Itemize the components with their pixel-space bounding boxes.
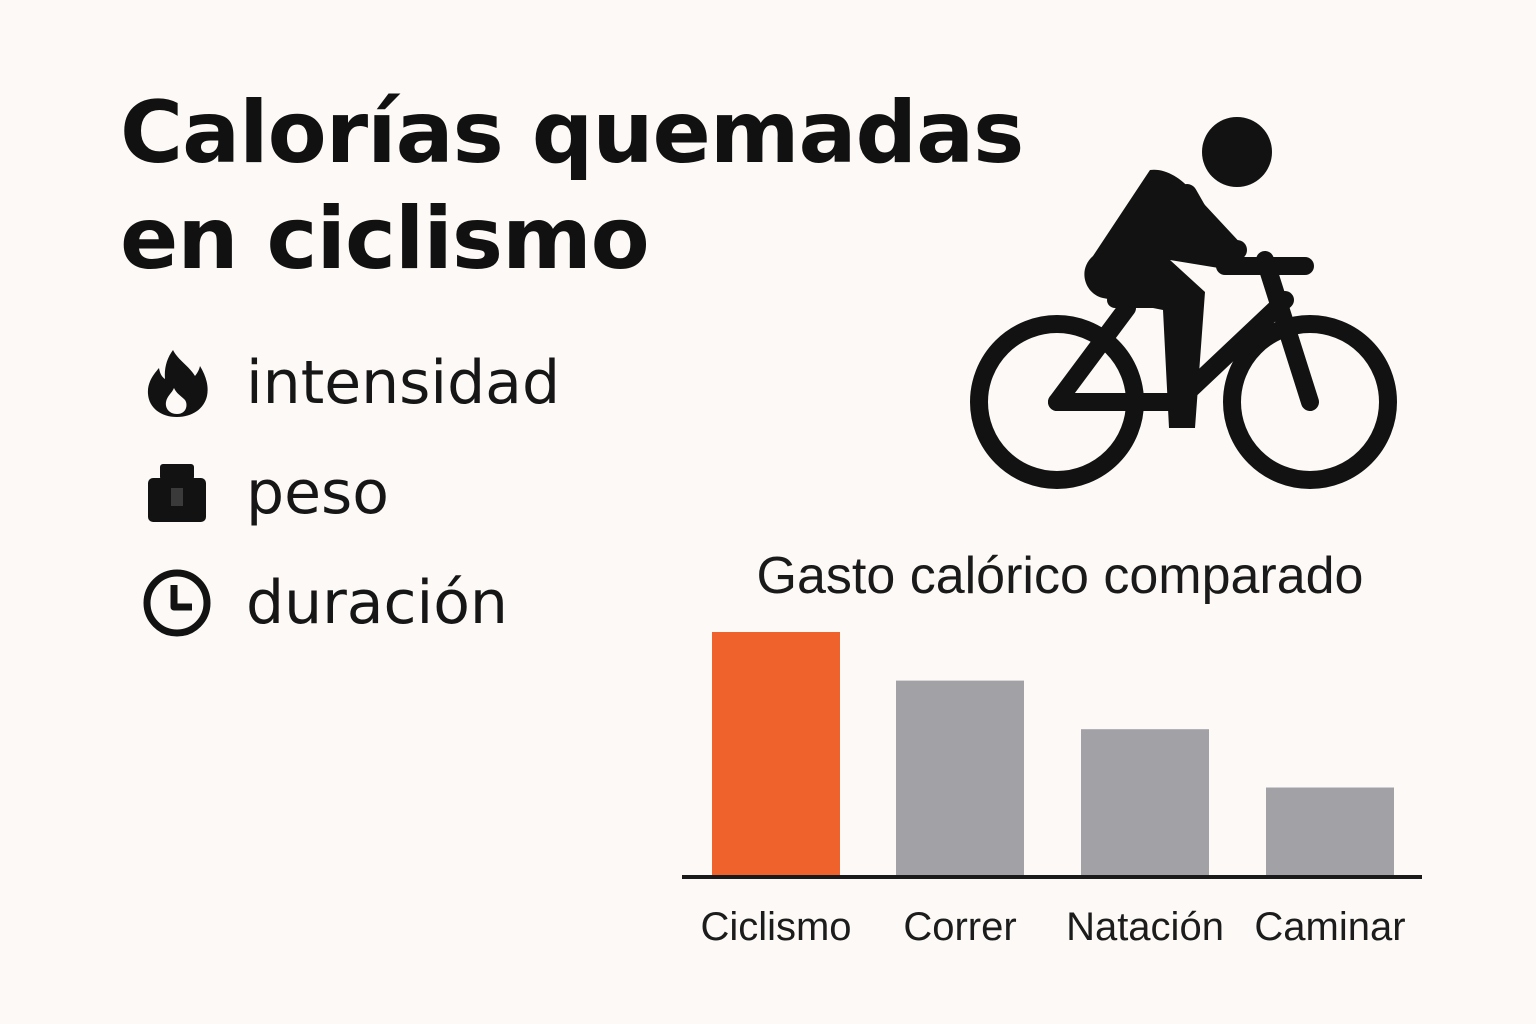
bar-1 [896, 680, 1024, 875]
factor-item-intensity: intensidad [138, 328, 560, 438]
bar-2 [1081, 729, 1209, 875]
x-tick-label-2: Natación [1066, 905, 1224, 949]
cyclist-icon [970, 117, 1397, 489]
flame-icon [138, 344, 216, 422]
page-title-line-1: Calorías quemadas [120, 83, 1024, 183]
page-title: Calorías quemadas en ciclismo [120, 80, 1024, 292]
chart-title: Gasto calórico comparado [756, 547, 1364, 605]
factor-label-weight: peso [246, 458, 389, 528]
factor-item-weight: peso [138, 438, 560, 548]
bar-3 [1266, 787, 1394, 875]
page-title-line-2: en ciclismo [120, 189, 650, 289]
bar-0 [712, 632, 840, 875]
weight-icon [138, 454, 216, 532]
calorie-bar-chart: Ciclismo Correr Natación Caminar [682, 632, 1422, 949]
clock-icon [138, 564, 216, 642]
factor-item-duration: duración [138, 548, 560, 658]
factor-list: intensidad peso duración [138, 328, 560, 658]
factor-label-duration: duración [246, 568, 508, 638]
factor-label-intensity: intensidad [246, 348, 561, 418]
x-tick-label-3: Caminar [1254, 905, 1405, 949]
x-tick-label-0: Ciclismo [700, 905, 851, 949]
x-tick-label-1: Correr [903, 905, 1016, 949]
